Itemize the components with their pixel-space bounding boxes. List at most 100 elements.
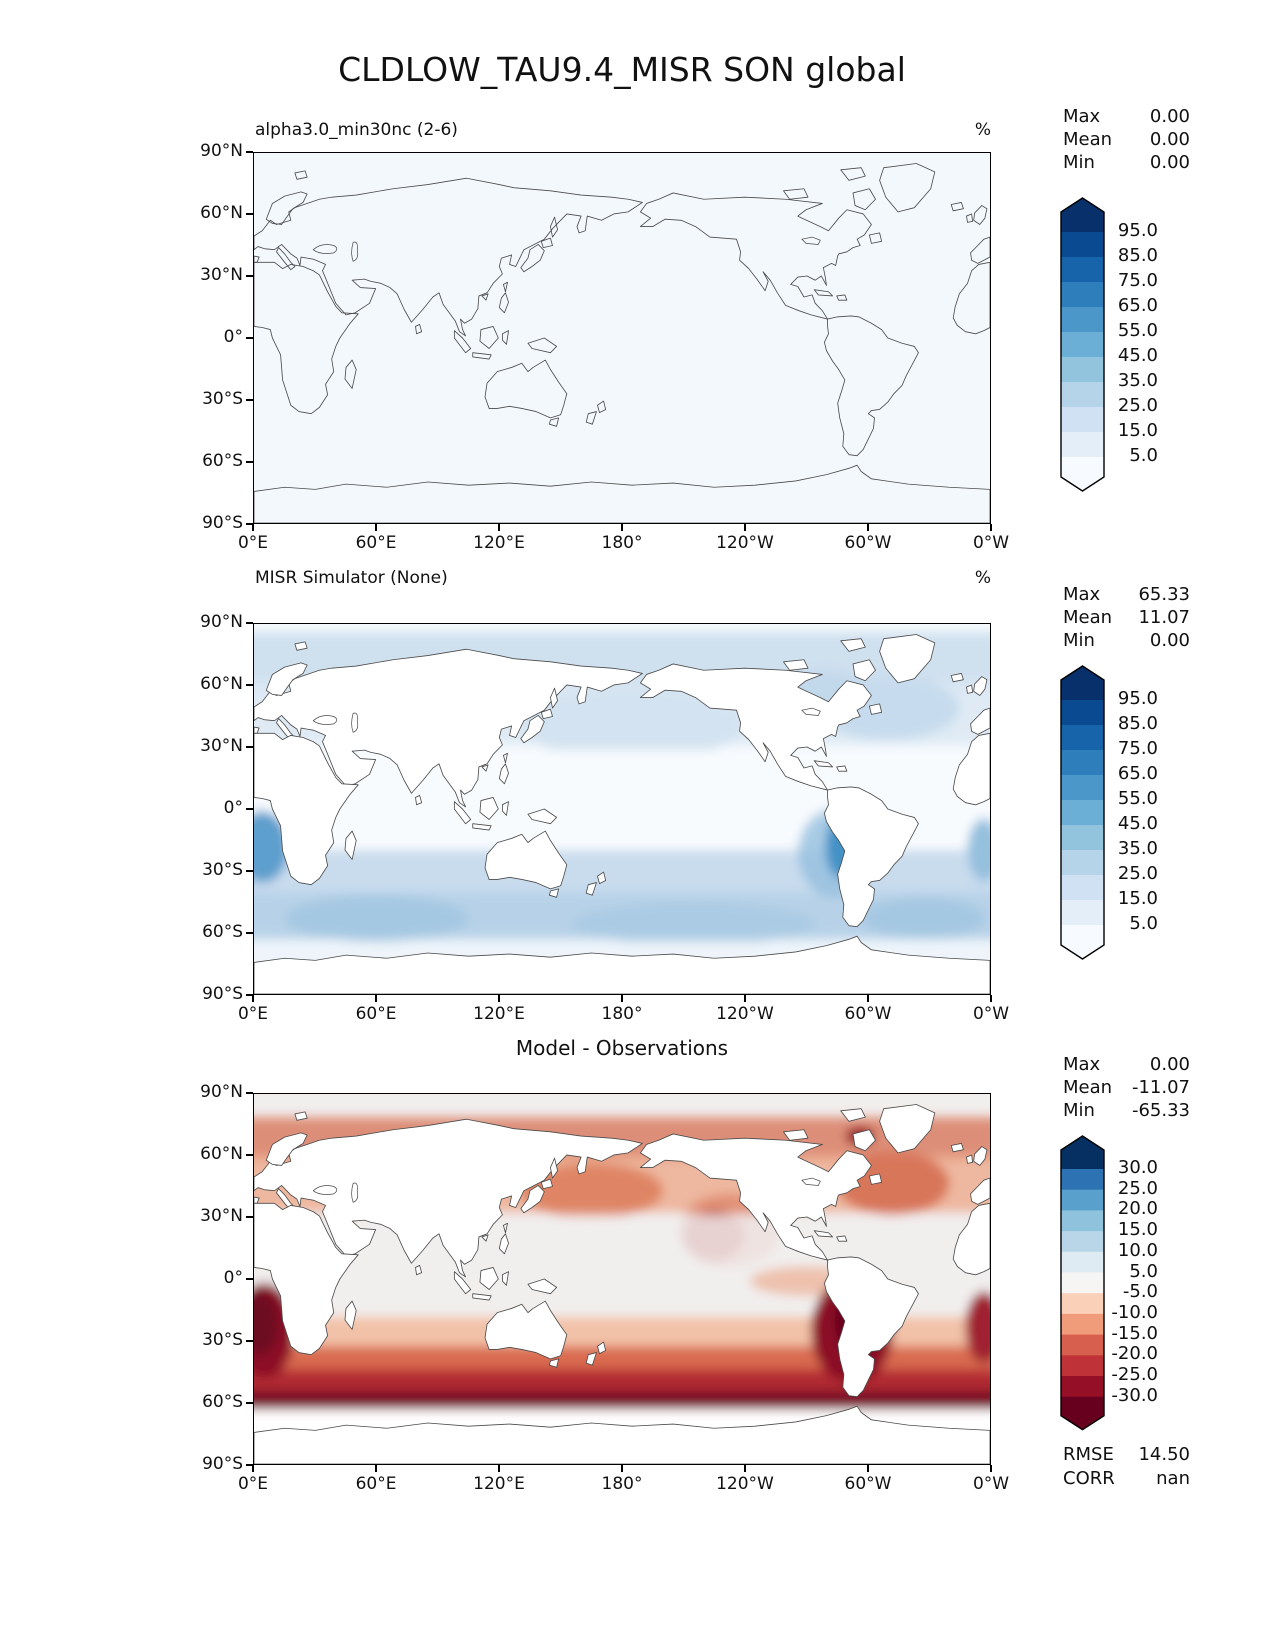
panel3-max-value: 0.00: [1149, 1054, 1190, 1075]
x-axis-tick: [252, 995, 254, 1002]
panel1-min-label: Min: [1063, 152, 1095, 173]
x-axis-tick: [621, 995, 623, 1002]
x-axis-tick: [867, 1465, 869, 1472]
y-tick-label: 30°S: [202, 1330, 243, 1350]
colorbar-tick-label: 95.0: [1117, 220, 1158, 241]
x-tick-label: 0°W: [972, 1004, 1010, 1024]
y-axis-tick: [246, 213, 253, 215]
x-axis-tick: [867, 995, 869, 1002]
map-difference: [253, 1093, 991, 1465]
colorbar-segment: [1061, 725, 1104, 751]
x-axis-tick: [375, 995, 377, 1002]
colorbar: [1060, 1135, 1105, 1431]
panel3-min-value: -65.33: [1131, 1100, 1190, 1121]
y-tick-label: 60°S: [202, 451, 243, 471]
panel1-min-value: 0.00: [1149, 152, 1190, 173]
colorbar-tick-label: 5.0: [1129, 1260, 1158, 1282]
colorbar-tick-label: 95.0: [1117, 688, 1158, 709]
x-axis-tick: [744, 524, 746, 531]
y-axis-tick: [246, 151, 253, 153]
x-tick-label: 120°W: [716, 1474, 774, 1494]
x-tick-label: 180°: [601, 1474, 643, 1494]
y-axis-tick: [246, 1340, 253, 1342]
panel3-max-label: Max: [1063, 1054, 1101, 1075]
y-tick-label: 90°S: [202, 984, 243, 1004]
x-tick-label: 60°W: [844, 1474, 892, 1494]
panel3-mean-label: Mean: [1063, 1077, 1113, 1098]
colorbar: [1060, 665, 1105, 960]
colorbar-segment: [1061, 700, 1104, 726]
world-map-observations: [254, 624, 990, 994]
x-tick-label: 0°E: [237, 1004, 269, 1024]
colorbar-tick-label: 10.0: [1117, 1239, 1158, 1261]
x-tick-label: 0°W: [972, 533, 1010, 553]
x-tick-label: 120°E: [473, 533, 525, 553]
panel2-title: MISR Simulator (None): [255, 568, 448, 588]
colorbar-segment: [1061, 332, 1104, 358]
colorbar-segment: [1061, 1168, 1104, 1191]
colorbar-tick-label: 45.0: [1117, 345, 1158, 366]
y-tick-label: 30°S: [202, 860, 243, 880]
y-axis-tick: [246, 1402, 253, 1404]
x-tick-label: 120°W: [716, 1004, 774, 1024]
y-tick-label: 0°: [223, 798, 243, 818]
x-axis-tick: [990, 524, 992, 531]
colorbar-tick-label: 85.0: [1117, 245, 1158, 266]
x-tick-label: 120°E: [473, 1474, 525, 1494]
colorbar-segment: [1061, 382, 1104, 408]
colorbar-tick-label: 85.0: [1117, 713, 1158, 734]
colorbar-segment: [1061, 875, 1104, 901]
x-tick-label: 120°E: [473, 1004, 525, 1024]
y-axis-tick: [246, 1154, 253, 1156]
colorbar-segment: [1061, 357, 1104, 383]
y-tick-label: 90°N: [200, 612, 243, 632]
y-axis-tick: [246, 275, 253, 277]
map-observations: [253, 623, 991, 995]
x-tick-label: 120°W: [716, 533, 774, 553]
y-tick-label: 0°: [223, 1268, 243, 1288]
colorbar-tick-label: 35.0: [1117, 838, 1158, 859]
x-tick-label: 60°W: [844, 533, 892, 553]
colorbar-segment: [1061, 432, 1104, 458]
panel1-title: alpha3.0_min30nc (2-6): [255, 120, 458, 140]
panel2-max-label: Max: [1063, 584, 1101, 605]
panel1-mean-label: Mean: [1063, 129, 1113, 150]
y-axis-tick: [246, 1216, 253, 1218]
colorbar-tick-label: 30.0: [1117, 1157, 1158, 1178]
corr-label: CORR: [1063, 1468, 1115, 1489]
panel2-min-value: 0.00: [1149, 630, 1190, 651]
x-axis-tick: [990, 995, 992, 1002]
x-tick-label: 0°E: [237, 533, 269, 553]
panel3-mean-value: -11.07: [1131, 1077, 1190, 1098]
colorbar-tick-label: 20.0: [1117, 1198, 1158, 1220]
panel1-mean-value: 0.00: [1149, 129, 1190, 150]
y-axis-tick: [246, 337, 253, 339]
colorbar-segment: [1061, 1210, 1104, 1232]
colorbar-segment: [1061, 800, 1104, 826]
colorbar-tick-label: 35.0: [1117, 370, 1158, 391]
colorbar-segment: [1061, 307, 1104, 333]
y-tick-label: 30°N: [200, 736, 243, 756]
colorbar-segment: [1061, 1189, 1104, 1211]
y-axis-tick: [246, 461, 253, 463]
y-axis-tick: [246, 808, 253, 810]
panel2-mean-value: 11.07: [1138, 607, 1190, 628]
y-axis-tick: [246, 684, 253, 686]
x-axis-tick: [744, 1465, 746, 1472]
colorbar-tick-label: 25.0: [1117, 395, 1158, 416]
colorbar-segment: [1061, 282, 1104, 308]
x-axis-tick: [252, 1465, 254, 1472]
colorbar-segment: [1061, 850, 1104, 876]
y-tick-label: 0°: [223, 327, 243, 347]
y-axis-tick: [246, 994, 253, 996]
colorbar-segment: [1061, 1272, 1104, 1294]
map-model: [253, 152, 991, 524]
x-tick-label: 0°W: [972, 1474, 1010, 1494]
y-axis-tick: [246, 622, 253, 624]
x-tick-label: 180°: [601, 1004, 643, 1024]
colorbar-tick-label: 25.0: [1117, 863, 1158, 884]
x-axis-tick: [621, 1465, 623, 1472]
panel1-max-value: 0.00: [1149, 106, 1190, 127]
x-axis-tick: [375, 1465, 377, 1472]
x-tick-label: 60°E: [355, 1004, 397, 1024]
